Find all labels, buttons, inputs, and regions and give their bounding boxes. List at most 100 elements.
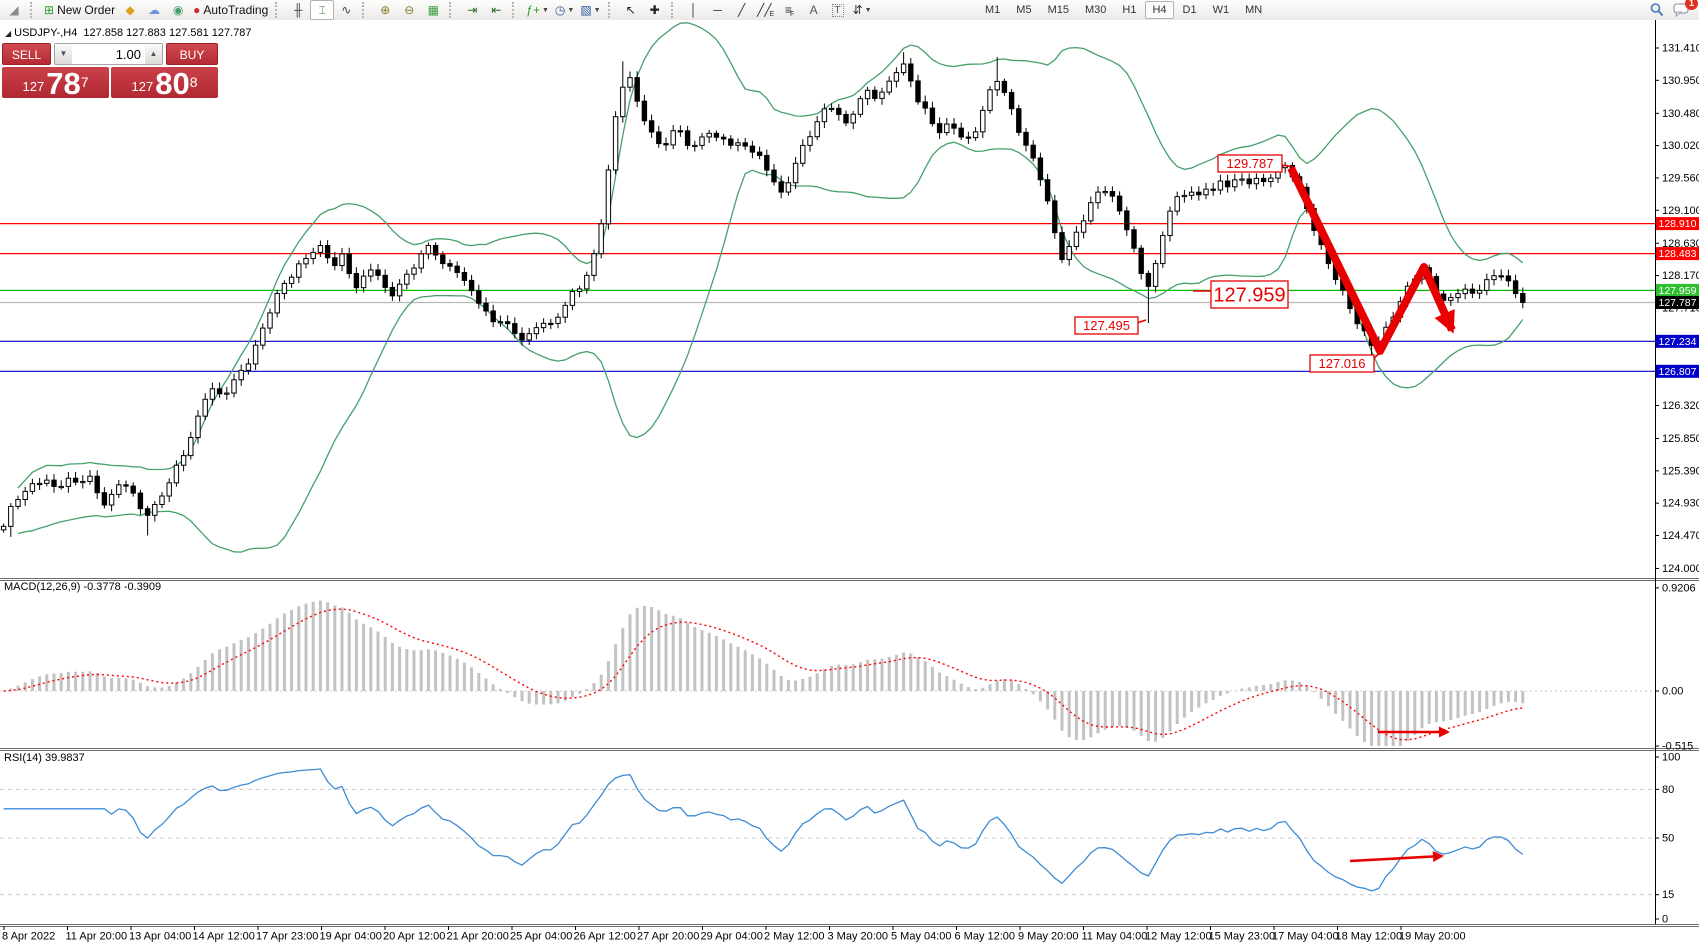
chart-window-button[interactable]: ◢: [2, 0, 26, 20]
candle-body: [202, 398, 208, 417]
candle-body: [1196, 191, 1202, 196]
candle-body: [411, 267, 417, 275]
chevron-down-icon[interactable]: ▼: [567, 6, 575, 14]
periods-button[interactable]: ◷ ▼: [552, 0, 577, 20]
autotrading-button[interactable]: ● AutoTrading: [190, 0, 271, 20]
horizontal-line-button[interactable]: ─: [706, 0, 730, 20]
buy-price[interactable]: 127 80 8: [111, 67, 218, 99]
candle-body: [353, 273, 360, 289]
candle-body: [1253, 177, 1260, 185]
timeframe-m5[interactable]: M5: [1016, 4, 1032, 16]
timeframe-m15[interactable]: M15: [1047, 4, 1069, 16]
accounts-button[interactable]: ☁: [142, 0, 166, 20]
vertical-line-button[interactable]: │: [682, 0, 706, 20]
timeframe-w1[interactable]: W1: [1212, 4, 1230, 16]
trendline-button[interactable]: ╱: [730, 0, 754, 20]
annotation-box[interactable]: [1217, 154, 1283, 173]
chevron-down-icon[interactable]: ▼: [864, 6, 872, 14]
candle-body: [144, 508, 151, 516]
cursor-button[interactable]: ↖: [619, 0, 643, 20]
crosshair-button[interactable]: ✚: [643, 0, 667, 20]
candle-body: [303, 257, 309, 265]
candle-body: [915, 80, 921, 103]
chevron-down-icon[interactable]: ▼: [541, 6, 549, 14]
candle-body: [15, 498, 21, 507]
candle-body: [742, 142, 748, 147]
symbol-name: USDJPY-,H4: [14, 27, 78, 39]
annotation-box[interactable]: [1309, 354, 1375, 373]
candle-body: [108, 493, 115, 506]
templates-button[interactable]: ▧ ▼: [577, 0, 603, 20]
candle-body: [893, 72, 900, 82]
chart-canvas[interactable]: 131.410 130.950 130.480 130.020 129.560 129.1…: [0, 20, 1699, 944]
candle-body: [252, 344, 259, 365]
deposit-button[interactable]: ◆: [118, 0, 142, 20]
toolbar-separator: [670, 2, 678, 18]
cursor-group: ↖ ✚: [617, 0, 669, 20]
candle-body: [1203, 188, 1209, 196]
tile-windows-button[interactable]: ▦: [421, 0, 445, 20]
candle-body: [591, 253, 597, 276]
timeframe-m30[interactable]: M30: [1084, 4, 1107, 16]
candle-body: [425, 244, 432, 255]
volume-decrease-button[interactable]: ▼: [55, 44, 72, 64]
fibonacci-button[interactable]: ≡ F: [784, 3, 795, 18]
bar-chart-button[interactable]: ╫: [286, 0, 310, 20]
line-chart-button[interactable]: ∿: [334, 0, 358, 20]
candle-body: [317, 245, 324, 253]
candle-body: [1181, 194, 1188, 198]
timeframe-h1[interactable]: H1: [1122, 4, 1137, 16]
candle-body: [1505, 275, 1512, 282]
rsi-axis-label: 80: [1662, 784, 1674, 796]
candle-body: [922, 101, 928, 109]
timeframe-d1[interactable]: D1: [1182, 4, 1197, 16]
candle-body: [332, 257, 338, 267]
volume-increase-button[interactable]: ▲: [145, 44, 162, 64]
price-tag-label: 126.807: [1659, 366, 1697, 378]
date-axis-label: 9 May 20:00: [1018, 931, 1079, 943]
text-button[interactable]: A: [802, 0, 826, 20]
chevron-down-icon[interactable]: ▼: [593, 6, 601, 14]
chart-shift-button[interactable]: ⇤: [484, 0, 508, 20]
text-label-button[interactable]: T: [826, 0, 850, 20]
price-tag-label: 128.483: [1659, 248, 1697, 260]
timeframe-mn[interactable]: MN: [1245, 4, 1263, 16]
candle-body: [936, 123, 943, 134]
chart-annotations[interactable]: 129.787 127.959 127.495 127.016: [1074, 154, 1456, 863]
candlestick-series: [0, 52, 1526, 537]
annotation-box[interactable]: [1074, 316, 1139, 335]
volume-input[interactable]: [72, 44, 145, 64]
zoom-in-button[interactable]: ⊕: [373, 0, 397, 20]
candle-body: [504, 321, 511, 325]
trend-zigzag-arrow[interactable]: [1287, 166, 1456, 355]
timeframe-m1[interactable]: M1: [985, 4, 1001, 16]
annotation-box[interactable]: [1210, 280, 1289, 309]
auto-scroll-button[interactable]: ⇥: [460, 0, 484, 20]
candle-body: [555, 316, 561, 324]
rsi-forecast-arrow[interactable]: [1349, 850, 1444, 863]
candle-body: [339, 253, 345, 267]
zoom-out-button[interactable]: ⊖: [397, 0, 421, 20]
date-axis: 8 Apr 2022 11 Apr 20:00 13 Apr 04:00 14 Apr…: [2, 926, 1466, 943]
sell-price[interactable]: 127 78 7: [2, 67, 109, 99]
symbol-header: ◢ USDJPY-,H4 127.858 127.883 127.581 127.7…: [5, 27, 252, 39]
candlestick-button[interactable]: ⌶: [310, 0, 335, 20]
candle-body: [94, 475, 100, 494]
candle-body: [0, 525, 7, 531]
signals-button[interactable]: ◉: [166, 0, 190, 20]
new-order-button[interactable]: ⊞ New Order: [41, 0, 118, 20]
candle-body: [396, 283, 403, 297]
equidistant-channel-button[interactable]: ╱╱ E: [757, 3, 775, 18]
indicators-button[interactable]: ƒ+ ▼: [523, 0, 552, 20]
buy-button[interactable]: BUY: [166, 43, 218, 65]
timeframe-h4[interactable]: H4: [1145, 1, 1174, 19]
sell-button[interactable]: SELL: [2, 43, 51, 65]
candle-body: [1030, 144, 1036, 159]
search-icon[interactable]: [1649, 2, 1665, 18]
date-axis-label: 29 Apr 04:00: [701, 931, 763, 943]
chat-icon[interactable]: 1: [1673, 0, 1698, 18]
date-axis-label: 27 Apr 20:00: [637, 931, 699, 943]
candle-body: [886, 80, 892, 93]
arrows-button[interactable]: ⇵ ▼: [850, 0, 875, 20]
